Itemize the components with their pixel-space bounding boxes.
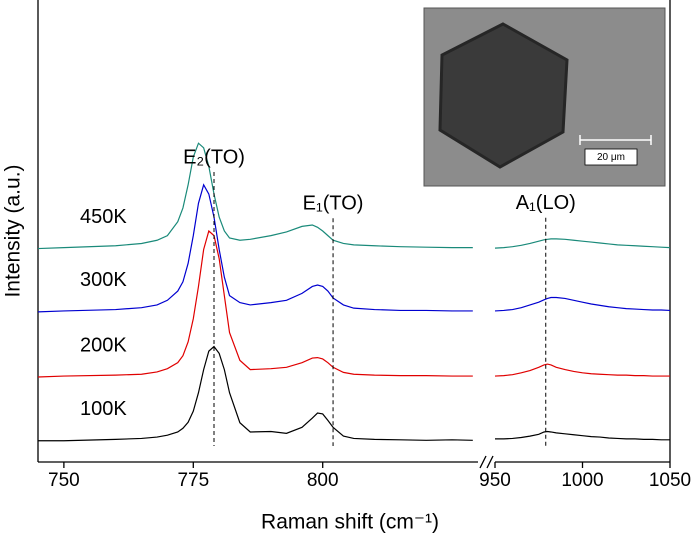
inset: 20 μm	[423, 7, 666, 187]
axes-frame	[37, 0, 671, 469]
series-label: 200K	[80, 334, 127, 356]
y-axis-label: Intensity (a.u.)	[2, 164, 25, 297]
spectrum-line	[37, 183, 473, 313]
peak-label: E₁(TO)	[303, 193, 364, 215]
x-tick-label: 1000	[561, 470, 603, 491]
series-label: 450K	[80, 206, 127, 228]
x-tick-label: 950	[479, 470, 511, 491]
peak-label: E₂(TO)	[183, 146, 245, 168]
axis-break	[479, 455, 487, 469]
hexagon-crystal	[438, 22, 569, 169]
series-label: 300K	[80, 269, 127, 291]
spectrum-line	[495, 430, 670, 441]
scale-label: 20 μm	[597, 152, 625, 163]
spectrum-line	[494, 238, 671, 249]
spectrum-line	[494, 296, 671, 312]
x-tick-label: 750	[48, 470, 80, 491]
x-tick-label: 800	[307, 470, 339, 491]
axis-break	[486, 455, 494, 469]
peak-label: A₁(LO)	[516, 192, 576, 214]
series-label: 100K	[80, 398, 127, 420]
x-tick-label: 775	[177, 470, 209, 491]
x-axis-label: Raman shift (cm⁻¹)	[261, 511, 439, 534]
scale-label-box	[584, 148, 638, 166]
spectrum-line	[37, 142, 473, 250]
spectrum-line	[37, 229, 473, 378]
spectrum-line	[38, 345, 473, 442]
spectrum-line	[494, 363, 670, 377]
x-tick-label: 1050	[649, 470, 691, 491]
